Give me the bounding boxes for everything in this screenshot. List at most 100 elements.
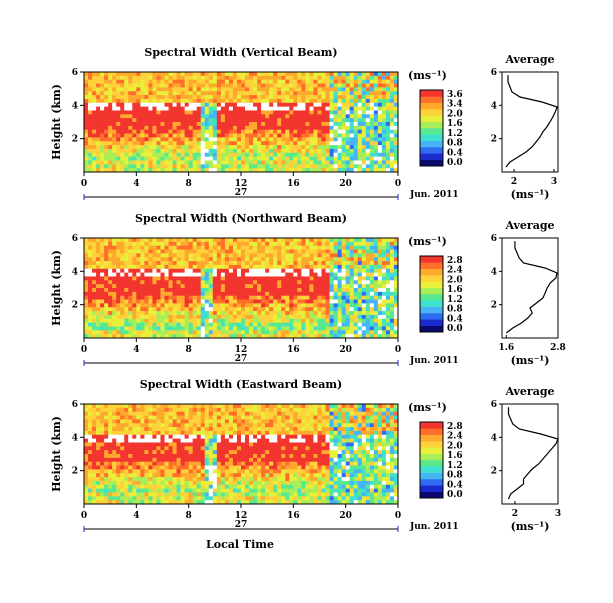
heatmap-cell — [305, 253, 309, 257]
heatmap-cell — [309, 126, 313, 130]
heatmap-cell — [358, 145, 362, 149]
heatmap-cell — [104, 99, 108, 103]
heatmap-cell — [140, 95, 144, 99]
heatmap-cell — [346, 141, 350, 145]
heatmap-cell — [213, 276, 217, 280]
heatmap-cell — [358, 149, 362, 153]
average-x-label: (ms⁻¹) — [511, 354, 550, 367]
heatmap-cell — [249, 160, 253, 164]
heatmap-cell — [209, 110, 213, 114]
heatmap-cell — [136, 134, 140, 138]
panel-2: Spectral Width (Eastward Beam)246Height … — [50, 378, 561, 533]
heatmap-cell — [386, 315, 390, 319]
heatmap-cell — [209, 103, 213, 107]
heatmap-cell — [88, 160, 92, 164]
heatmap-cell — [92, 91, 96, 95]
heatmap-cell — [317, 257, 321, 261]
heatmap-cell — [237, 330, 241, 334]
heatmap-cell — [185, 404, 189, 408]
heatmap-cell — [269, 103, 273, 107]
heatmap-cell — [148, 153, 152, 157]
heatmap-cell — [354, 292, 358, 296]
heatmap-cell — [124, 489, 128, 493]
heatmap-cell — [140, 134, 144, 138]
y-tick-label: 6 — [72, 68, 78, 78]
heatmap-cell — [128, 300, 132, 304]
heatmap-cell — [160, 160, 164, 164]
heatmap-cell — [253, 118, 257, 122]
heatmap-cell — [233, 265, 237, 269]
heatmap-cell — [120, 446, 124, 450]
heatmap-cell — [342, 323, 346, 327]
heatmap-cell — [120, 134, 124, 138]
heatmap-cell — [358, 157, 362, 161]
heatmap-cell — [148, 323, 152, 327]
heatmap-cell — [124, 330, 128, 334]
heatmap-cell — [370, 288, 374, 292]
heatmap-cell — [108, 261, 112, 265]
heatmap-cell — [169, 323, 173, 327]
heatmap-cell — [197, 257, 201, 261]
heatmap-cell — [201, 118, 205, 122]
heatmap-cell — [378, 76, 382, 80]
heatmap-cell — [136, 458, 140, 462]
heatmap-cell — [354, 118, 358, 122]
heatmap-cell — [225, 319, 229, 323]
heatmap-cell — [249, 130, 253, 134]
heatmap-cell — [140, 99, 144, 103]
heatmap-cell — [185, 269, 189, 273]
heatmap-cell — [366, 315, 370, 319]
heatmap-cell — [116, 284, 120, 288]
heatmap-cell — [317, 72, 321, 76]
heatmap-cell — [116, 326, 120, 330]
heatmap-cell — [313, 315, 317, 319]
heatmap-cell — [144, 284, 148, 288]
heatmap-cell — [96, 153, 100, 157]
heatmap-cell — [185, 423, 189, 427]
heatmap-cell — [128, 250, 132, 254]
heatmap-cell — [177, 423, 181, 427]
heatmap-cell — [100, 458, 104, 462]
heatmap-cell — [317, 296, 321, 300]
heatmap-cell — [342, 126, 346, 130]
heatmap-cell — [156, 160, 160, 164]
heatmap-cell — [305, 300, 309, 304]
heatmap-cell — [378, 99, 382, 103]
heatmap-cell — [96, 462, 100, 466]
heatmap-cell — [181, 419, 185, 423]
heatmap-cell — [148, 296, 152, 300]
colorbar-band — [420, 288, 443, 295]
heatmap-cell — [277, 72, 281, 76]
heatmap-cell — [201, 280, 205, 284]
heatmap-cell — [249, 242, 253, 246]
heatmap-cell — [338, 87, 342, 91]
heatmap-cell — [261, 118, 265, 122]
heatmap-cell — [334, 76, 338, 80]
heatmap-cell — [112, 427, 116, 431]
heatmap-cell — [390, 160, 394, 164]
heatmap-cell — [152, 269, 156, 273]
heatmap-cell — [104, 257, 108, 261]
heatmap-cell — [169, 91, 173, 95]
heatmap-cell — [358, 160, 362, 164]
heatmap-cell — [366, 261, 370, 265]
heatmap-cell — [346, 273, 350, 277]
heatmap-cell — [132, 261, 136, 265]
heatmap-cell — [297, 114, 301, 118]
heatmap-cell — [152, 273, 156, 277]
heatmap-cell — [249, 250, 253, 254]
heatmap-cell — [221, 153, 225, 157]
heatmap-cell — [334, 273, 338, 277]
heatmap-cell — [233, 126, 237, 130]
heatmap-cell — [342, 242, 346, 246]
heatmap-cell — [281, 238, 285, 242]
heatmap-cell — [313, 284, 317, 288]
heatmap-cell — [326, 107, 330, 111]
heatmap-cell — [261, 91, 265, 95]
heatmap-cell — [346, 107, 350, 111]
heatmap-cell — [362, 107, 366, 111]
heatmap-cell — [148, 242, 152, 246]
heatmap-cell — [237, 84, 241, 88]
heatmap-cell — [382, 118, 386, 122]
heatmap-cell — [152, 423, 156, 427]
